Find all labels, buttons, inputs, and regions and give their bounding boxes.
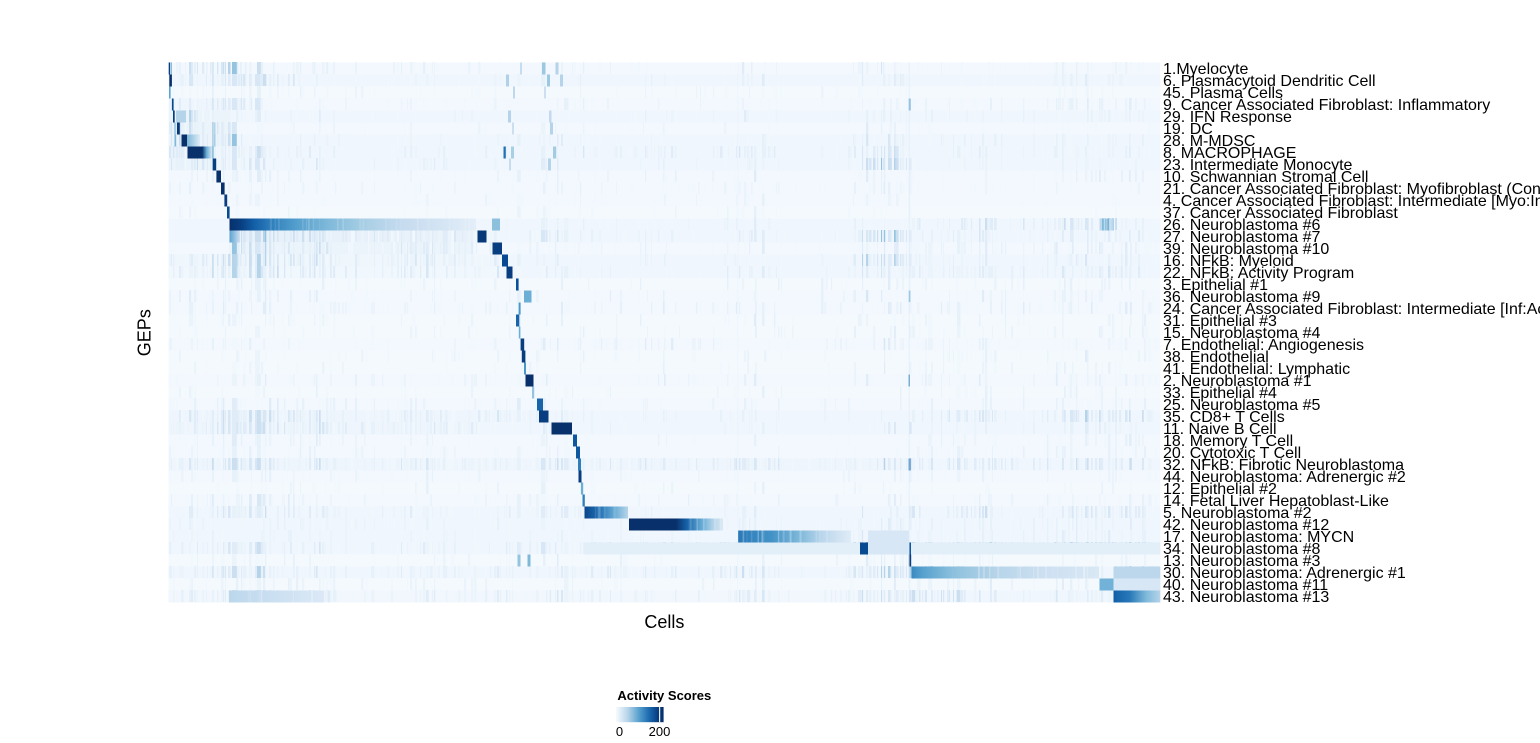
svg-text:Activity Scores: Activity Scores — [617, 688, 711, 703]
svg-text:39. Neuroblastoma #10: 39. Neuroblastoma #10 — [1163, 241, 1329, 258]
svg-text:34. Neuroblastoma #8: 34. Neuroblastoma #8 — [1163, 541, 1321, 558]
svg-text:36. Neuroblastoma #9: 36. Neuroblastoma #9 — [1163, 289, 1321, 306]
svg-text:14. Fetal Liver Hepatoblast-Li: 14. Fetal Liver Hepatoblast-Like — [1163, 493, 1389, 510]
svg-text:8. MACROPHAGE: 8. MACROPHAGE — [1163, 145, 1296, 162]
svg-text:30. Neuroblastoma: Adrenergic: 30. Neuroblastoma: Adrenergic #1 — [1163, 565, 1406, 582]
svg-text:40. Neuroblastoma #11: 40. Neuroblastoma #11 — [1163, 577, 1328, 594]
svg-text:13. Neuroblastoma #3: 13. Neuroblastoma #3 — [1163, 553, 1321, 570]
svg-text:23. Intermediate Monocyte: 23. Intermediate Monocyte — [1163, 157, 1353, 174]
svg-text:24. Cancer Associated Fibrobla: 24. Cancer Associated Fibroblast: Interm… — [1163, 301, 1540, 318]
svg-text:17. Neuroblastoma: MYCN: 17. Neuroblastoma: MYCN — [1163, 529, 1354, 546]
svg-text:42. Neuroblastoma #12: 42. Neuroblastoma #12 — [1163, 517, 1329, 534]
svg-text:31. Epithelial #3: 31. Epithelial #3 — [1163, 313, 1277, 330]
svg-text:11. Naive B Cell: 11. Naive B Cell — [1163, 421, 1277, 438]
svg-text:19. DC: 19. DC — [1163, 121, 1213, 138]
svg-text:Cells: Cells — [644, 612, 684, 632]
svg-text:43. Neuroblastoma #13: 43. Neuroblastoma #13 — [1163, 589, 1329, 606]
svg-text:26. Neuroblastoma #6: 26. Neuroblastoma #6 — [1163, 217, 1321, 234]
svg-text:44. Neuroblastoma: Adrenergic: 44. Neuroblastoma: Adrenergic #2 — [1163, 469, 1406, 486]
svg-text:12. Epithelial #2: 12. Epithelial #2 — [1163, 481, 1277, 498]
svg-text:18. Memory T Cell: 18. Memory T Cell — [1163, 433, 1293, 450]
svg-text:200: 200 — [649, 724, 671, 739]
svg-text:10. Schwannian Stromal Cell: 10. Schwannian Stromal Cell — [1163, 169, 1368, 186]
svg-text:15. Neuroblastoma #4: 15. Neuroblastoma #4 — [1163, 325, 1321, 342]
svg-text:4. Cancer Associated Fibroblas: 4. Cancer Associated Fibroblast: Interme… — [1163, 193, 1540, 210]
svg-text:41. Endothelial: Lymphatic: 41. Endothelial: Lymphatic — [1163, 361, 1350, 378]
svg-text:9. Cancer Associated Fibroblas: 9. Cancer Associated Fibroblast: Inflamm… — [1163, 97, 1490, 114]
svg-text:21. Cancer Associated Fibrobla: 21. Cancer Associated Fibroblast: Myofib… — [1163, 181, 1540, 198]
svg-text:2. Neuroblastoma #1: 2. Neuroblastoma #1 — [1163, 373, 1312, 390]
svg-text:6. Plasmacytoid Dendritic Cell: 6. Plasmacytoid Dendritic Cell — [1163, 73, 1376, 90]
svg-text:33. Epithelial #4: 33. Epithelial #4 — [1163, 385, 1277, 402]
svg-text:38. Endothelial: 38. Endothelial — [1163, 349, 1269, 366]
svg-text:45. Plasma Cells: 45. Plasma Cells — [1163, 85, 1283, 102]
svg-text:27. Neuroblastoma #7: 27. Neuroblastoma #7 — [1163, 229, 1321, 246]
svg-text:37. Cancer Associated Fibrobla: 37. Cancer Associated Fibroblast — [1163, 205, 1398, 222]
svg-text:3. Epithelial #1: 3. Epithelial #1 — [1163, 277, 1268, 294]
svg-text:GEPs: GEPs — [135, 309, 155, 356]
svg-text:7. Endothelial: Angiogenesis: 7. Endothelial: Angiogenesis — [1163, 337, 1364, 354]
svg-text:1.Myelocyte: 1.Myelocyte — [1163, 61, 1248, 78]
svg-text:5. Neuroblastoma #2: 5. Neuroblastoma #2 — [1163, 505, 1312, 522]
svg-text:20. Cytotoxic T Cell: 20. Cytotoxic T Cell — [1163, 445, 1301, 462]
svg-text:35. CD8+ T Cells: 35. CD8+ T Cells — [1163, 409, 1285, 426]
svg-text:25. Neuroblastoma #5: 25. Neuroblastoma #5 — [1163, 397, 1321, 414]
svg-text:16. NFkB: Myeloid: 16. NFkB: Myeloid — [1163, 253, 1294, 270]
svg-text:0: 0 — [616, 724, 623, 739]
svg-text:28. M-MDSC: 28. M-MDSC — [1163, 133, 1255, 150]
svg-text:22. NFkB: Activity Program: 22. NFkB: Activity Program — [1163, 265, 1354, 282]
svg-text:32. NFkB: Fibrotic Neuroblasto: 32. NFkB: Fibrotic Neuroblastoma — [1163, 457, 1404, 474]
svg-text:29. IFN Response: 29. IFN Response — [1163, 109, 1292, 126]
